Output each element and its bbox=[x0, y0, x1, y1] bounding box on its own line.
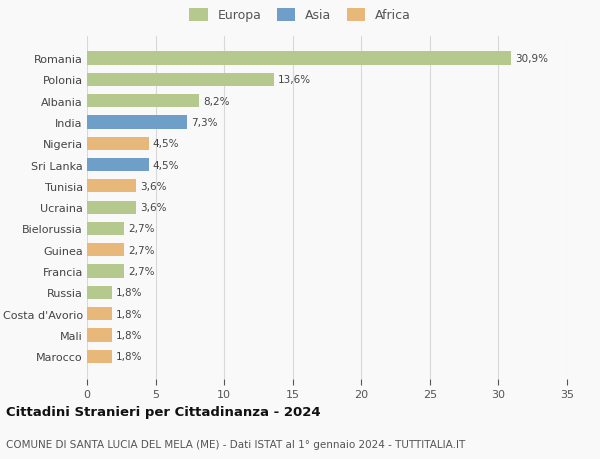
Text: 2,7%: 2,7% bbox=[128, 224, 155, 234]
Bar bbox=[87, 286, 112, 299]
Bar bbox=[87, 73, 274, 87]
Bar bbox=[87, 329, 112, 342]
Text: 13,6%: 13,6% bbox=[278, 75, 311, 85]
Bar bbox=[87, 180, 136, 193]
Bar bbox=[87, 52, 511, 66]
Bar bbox=[87, 350, 112, 363]
Bar bbox=[87, 116, 187, 129]
Text: 1,8%: 1,8% bbox=[116, 309, 142, 319]
Text: 2,7%: 2,7% bbox=[128, 267, 155, 276]
Text: 4,5%: 4,5% bbox=[153, 160, 179, 170]
Bar bbox=[87, 137, 149, 151]
Text: 1,8%: 1,8% bbox=[116, 352, 142, 362]
Bar bbox=[87, 158, 149, 172]
Text: 7,3%: 7,3% bbox=[191, 118, 218, 128]
Bar bbox=[87, 201, 136, 214]
Text: COMUNE DI SANTA LUCIA DEL MELA (ME) - Dati ISTAT al 1° gennaio 2024 - TUTTITALIA: COMUNE DI SANTA LUCIA DEL MELA (ME) - Da… bbox=[6, 440, 465, 449]
Text: 3,6%: 3,6% bbox=[140, 181, 167, 191]
Text: 4,5%: 4,5% bbox=[153, 139, 179, 149]
Text: 3,6%: 3,6% bbox=[140, 203, 167, 213]
Legend: Europa, Asia, Africa: Europa, Asia, Africa bbox=[187, 6, 413, 25]
Bar bbox=[87, 265, 124, 278]
Text: 8,2%: 8,2% bbox=[203, 96, 230, 106]
Text: Cittadini Stranieri per Cittadinanza - 2024: Cittadini Stranieri per Cittadinanza - 2… bbox=[6, 405, 320, 419]
Text: 30,9%: 30,9% bbox=[515, 54, 548, 64]
Bar bbox=[87, 95, 199, 108]
Text: 1,8%: 1,8% bbox=[116, 288, 142, 298]
Bar bbox=[87, 222, 124, 235]
Bar bbox=[87, 308, 112, 320]
Text: 1,8%: 1,8% bbox=[116, 330, 142, 340]
Text: 2,7%: 2,7% bbox=[128, 245, 155, 255]
Bar bbox=[87, 244, 124, 257]
